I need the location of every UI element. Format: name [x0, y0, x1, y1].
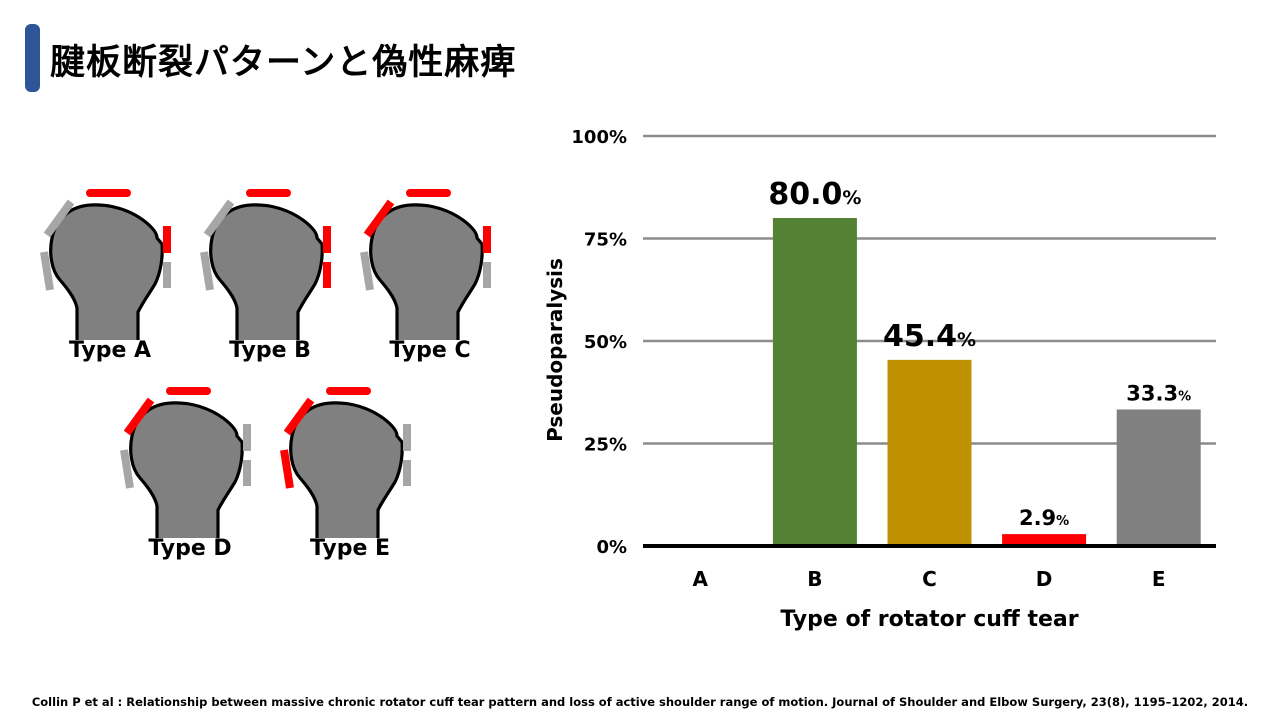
- diagram-type-e: Type E: [275, 378, 425, 568]
- humeral-head-icon: [369, 203, 484, 340]
- cuff-segment-ant-upper-intact: [203, 199, 235, 238]
- humeral-head-icon: [209, 203, 324, 340]
- data-label-E: 33.3%: [1126, 381, 1191, 405]
- diagram-type-b: Type B: [195, 180, 345, 370]
- x-axis-title: Type of rotator cuff tear: [780, 607, 1078, 632]
- cuff-segment-ant-lower-intact: [200, 251, 214, 291]
- cuff-segment-ant-lower-intact: [120, 449, 134, 489]
- y-axis-title: Pseudoparalysis: [543, 258, 567, 442]
- diagram-label: Type C: [389, 338, 471, 363]
- bar-B: [772, 218, 857, 546]
- diagram-label: Type D: [148, 536, 232, 561]
- x-tick-label: D: [1036, 567, 1053, 591]
- citation: Collin P et al : Relationship between ma…: [31, 695, 1249, 709]
- data-label-D: 2.9%: [1019, 506, 1069, 530]
- y-tick-label: 0%: [596, 537, 627, 558]
- cuff-segment-ant-lower-intact: [360, 251, 374, 291]
- humeral-head-icon: [49, 203, 164, 340]
- y-tick-label: 25%: [584, 435, 627, 456]
- humeral-head-icon: [129, 401, 244, 538]
- data-label-B: 80.0%: [768, 177, 861, 212]
- y-tick-label: 75%: [584, 230, 627, 251]
- y-tick-label: 100%: [571, 127, 627, 148]
- cuff-segment-ant-upper-torn: [283, 397, 315, 436]
- diagram-label: Type A: [68, 338, 152, 363]
- diagram-type-c: Type C: [355, 180, 505, 370]
- diagram-type-a: Type A: [35, 180, 185, 370]
- diagram-label: Type B: [229, 338, 311, 363]
- data-label-C: 45.4%: [883, 319, 976, 354]
- title-accent-bar: [25, 24, 40, 92]
- bar-D: [1002, 534, 1087, 546]
- y-tick-label: 50%: [584, 332, 627, 353]
- x-tick-label: C: [922, 567, 937, 591]
- cuff-segment-ant-lower-intact: [40, 251, 54, 291]
- diagram-type-d: Type D: [115, 378, 265, 568]
- cuff-segment-ant-upper-torn: [123, 397, 155, 436]
- slide-title: 腱板断裂パターンと偽性麻痺: [50, 43, 517, 83]
- cuff-segment-ant-lower-torn: [280, 449, 294, 489]
- humeral-head-icon: [289, 401, 404, 538]
- bar-C: [887, 359, 972, 546]
- x-tick-label: E: [1152, 567, 1166, 591]
- cuff-segment-ant-upper-torn: [363, 199, 395, 238]
- diagram-label: Type E: [309, 536, 391, 561]
- x-tick-label: B: [807, 567, 822, 591]
- bar-E: [1116, 409, 1201, 546]
- cuff-segment-ant-upper-intact: [43, 199, 75, 238]
- x-tick-label: A: [693, 567, 709, 591]
